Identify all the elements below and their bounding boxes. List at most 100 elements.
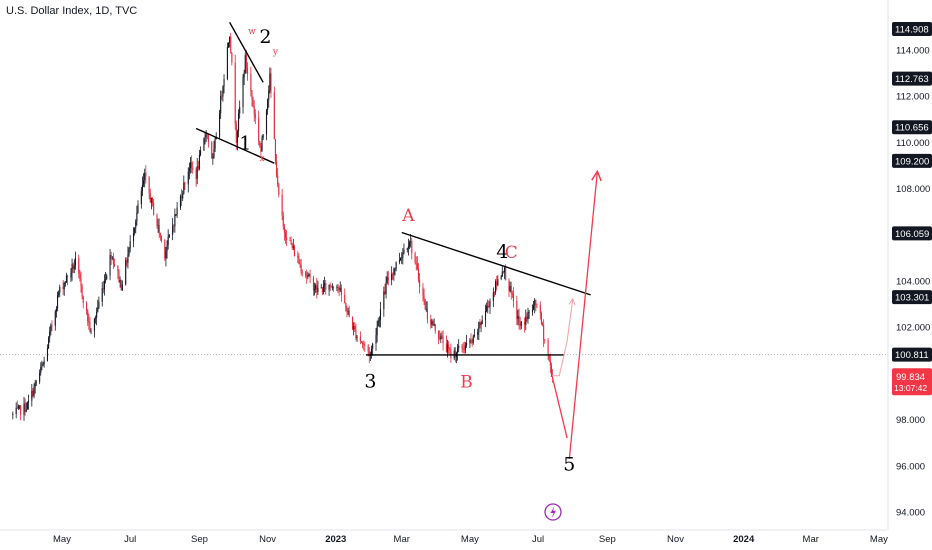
candle-body — [416, 263, 418, 270]
candle-body — [205, 134, 207, 138]
candle-body — [128, 248, 130, 255]
lightning-icon[interactable] — [544, 503, 562, 521]
price-tick-label: 108.000 — [896, 184, 930, 195]
candle-body — [274, 139, 276, 162]
candle-body — [211, 142, 213, 158]
candle-body — [168, 234, 170, 237]
candle-body — [270, 73, 272, 93]
time-tick-label: Jul — [124, 534, 136, 545]
candle-body — [268, 90, 270, 100]
candle-body — [220, 95, 222, 114]
candle-body — [415, 262, 417, 264]
candle-body — [438, 330, 440, 338]
candle-body — [394, 268, 396, 270]
candle-body — [166, 244, 168, 252]
candle-body — [96, 311, 98, 318]
candle-body — [425, 308, 427, 310]
candle-body — [300, 264, 302, 273]
candle-body — [307, 275, 309, 277]
candle-body — [42, 364, 44, 366]
candle-body — [229, 36, 231, 43]
candle-body — [378, 319, 380, 321]
candle-body — [88, 321, 90, 323]
candle-body — [259, 140, 261, 146]
candle-body — [423, 295, 425, 300]
candle-body — [547, 339, 549, 356]
candle-body — [406, 248, 408, 250]
candle-body — [221, 95, 223, 97]
candle-body — [500, 276, 502, 279]
candle-body — [78, 257, 80, 274]
candle-body — [518, 315, 520, 325]
candle-body — [509, 286, 511, 292]
candle-body — [377, 320, 379, 327]
candle-body — [273, 92, 275, 140]
candle-body — [150, 197, 152, 203]
candle-body — [533, 305, 535, 310]
candle-body — [505, 267, 507, 281]
chart-title: U.S. Dollar Index, 1D, TVC — [6, 5, 138, 17]
candle-body — [493, 292, 496, 294]
candle-body — [301, 272, 303, 274]
candle-body — [105, 279, 107, 281]
candle-body — [98, 301, 100, 308]
candle-body — [167, 236, 169, 245]
candle-body — [277, 175, 279, 185]
candle-body — [463, 348, 465, 350]
candle-body — [246, 67, 249, 74]
candle-body — [12, 413, 14, 415]
candle-body — [49, 331, 51, 338]
candle-body — [56, 295, 59, 309]
candle-body — [536, 303, 538, 305]
candle-body — [487, 305, 489, 307]
candle-body — [135, 221, 137, 229]
candle-body — [550, 365, 553, 377]
candle-body — [101, 288, 103, 302]
candle-body — [534, 300, 536, 306]
candle-body — [207, 135, 209, 143]
candle-body — [197, 166, 199, 169]
candle-body — [252, 99, 254, 107]
candle-body — [112, 257, 114, 264]
candle-body — [172, 225, 174, 235]
time-tick-label: Jul — [532, 534, 544, 545]
candle-body — [213, 148, 215, 158]
candle-body — [426, 308, 428, 320]
price-axis[interactable]: 94.00096.00098.000100.000102.000104.0001… — [887, 0, 932, 530]
time-tick-label: Sep — [191, 534, 208, 545]
candle-body — [43, 360, 45, 365]
candle-body — [392, 273, 394, 275]
candle-body — [481, 319, 483, 324]
candle-body — [432, 321, 434, 326]
candle-body — [227, 42, 230, 48]
candle-body — [417, 269, 420, 280]
candle-body — [309, 274, 311, 278]
trend-line — [229, 21, 264, 83]
time-axis[interactable]: May Jul Sep Nov 2023 Mar May Jul Sep Nov 2024 Mar Ma… — [0, 529, 888, 545]
candle-body — [132, 233, 135, 242]
time-tick-label: 2023 — [325, 534, 346, 545]
candle-body — [457, 348, 459, 353]
candle-body — [71, 264, 73, 273]
wave-label: A — [401, 206, 415, 226]
candle-body — [175, 214, 177, 216]
price-tag-label: 103.301 — [895, 293, 929, 304]
candle-body — [368, 351, 370, 356]
candle-body — [410, 241, 412, 243]
candle-body — [62, 286, 64, 290]
candle-body — [50, 325, 52, 332]
candle-body — [113, 263, 116, 267]
candle-body — [55, 308, 57, 312]
trend-line — [195, 127, 275, 164]
price-tag — [892, 290, 932, 305]
candle-body — [439, 337, 441, 340]
price-tag-label: 109.200 — [895, 156, 929, 167]
candle-body — [204, 137, 206, 138]
candle-body — [434, 323, 436, 331]
candle-body — [223, 79, 225, 87]
candle-body — [82, 296, 84, 304]
candle-body — [450, 349, 452, 359]
candle-body — [262, 134, 264, 138]
candle-body — [333, 286, 335, 288]
